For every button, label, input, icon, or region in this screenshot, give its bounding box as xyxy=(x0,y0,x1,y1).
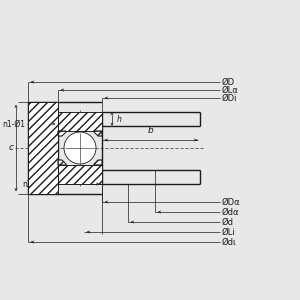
Polygon shape xyxy=(58,160,66,165)
Polygon shape xyxy=(94,160,102,165)
Text: b: b xyxy=(148,126,154,135)
Text: n2-Ø2: n2-Ø2 xyxy=(22,179,45,188)
Polygon shape xyxy=(58,131,66,136)
Text: ØDi: ØDi xyxy=(222,94,238,103)
Polygon shape xyxy=(58,165,102,184)
Text: ØLα: ØLα xyxy=(222,85,239,94)
Polygon shape xyxy=(28,102,58,194)
Circle shape xyxy=(64,132,96,164)
Text: c: c xyxy=(8,143,14,152)
Text: Ødι: Ødι xyxy=(222,238,237,247)
Polygon shape xyxy=(58,112,102,131)
Text: ØD: ØD xyxy=(222,77,235,86)
Text: ØDα: ØDα xyxy=(222,197,241,206)
Text: Ødα: Ødα xyxy=(222,208,239,217)
Text: Ød: Ød xyxy=(222,218,234,226)
Text: ØLi: ØLi xyxy=(222,227,236,236)
Polygon shape xyxy=(94,131,102,136)
Text: h: h xyxy=(117,115,122,124)
Text: n1-Ø1: n1-Ø1 xyxy=(2,119,25,128)
